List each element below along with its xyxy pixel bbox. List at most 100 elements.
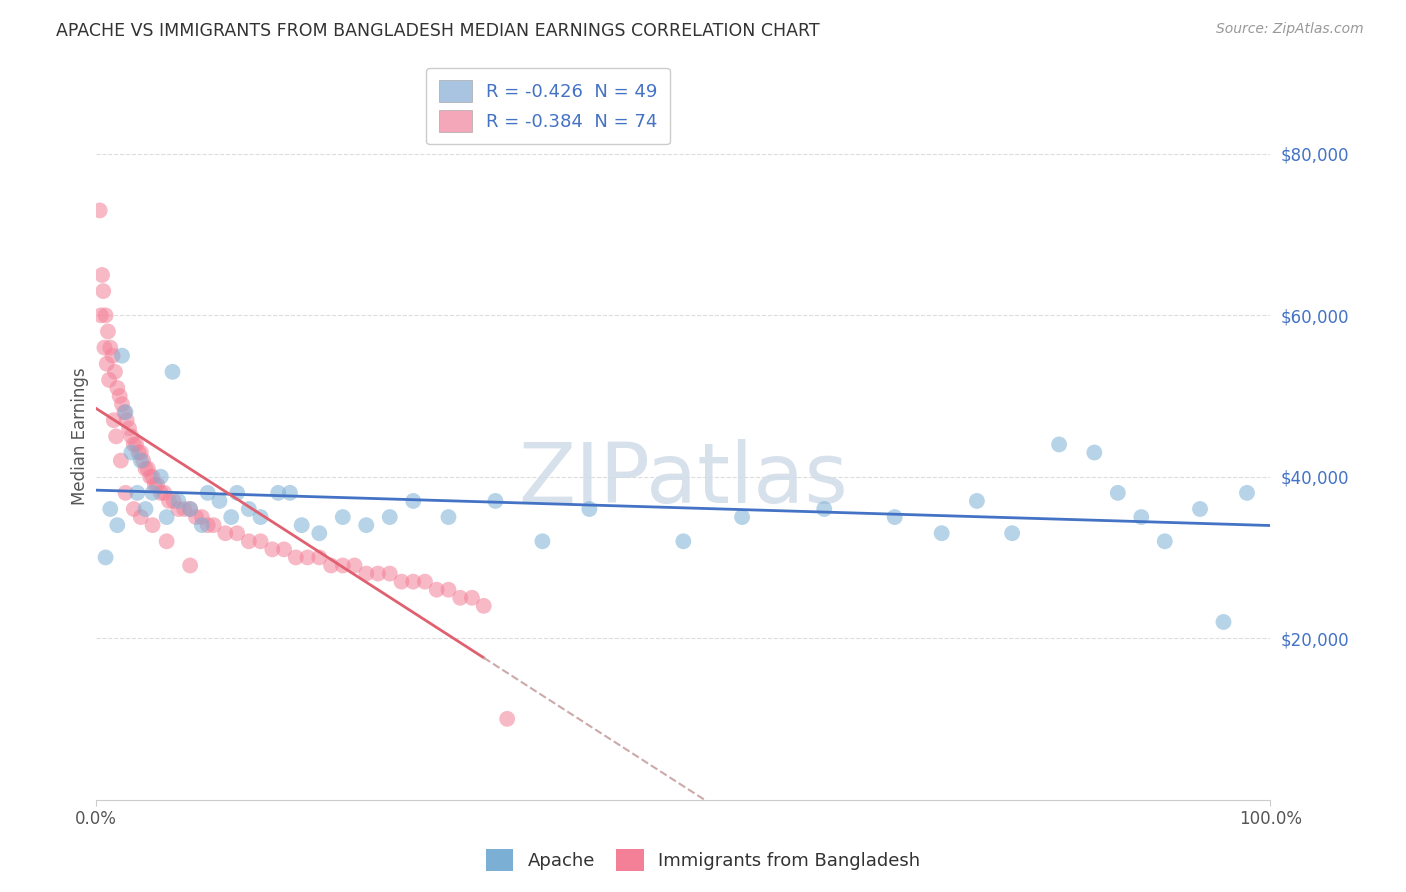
Point	[127, 486, 149, 500]
Point	[1212, 615, 1234, 629]
Point	[105, 429, 128, 443]
Point	[496, 712, 519, 726]
Point	[146, 477, 169, 491]
Point	[367, 566, 389, 581]
Point	[90, 309, 112, 323]
Text: APACHE VS IMMIGRANTS FROM BANGLADESH MEDIAN EARNINGS CORRELATION CHART: APACHE VS IMMIGRANTS FROM BANGLADESH MED…	[56, 22, 820, 40]
Point	[94, 309, 117, 323]
Point	[98, 502, 121, 516]
Legend: Apache, Immigrants from Bangladesh: Apache, Immigrants from Bangladesh	[478, 842, 928, 879]
Point	[114, 486, 136, 500]
Point	[238, 502, 260, 516]
Point	[426, 582, 449, 597]
Point	[191, 510, 214, 524]
Point	[93, 341, 115, 355]
Point	[125, 437, 148, 451]
Point	[132, 453, 155, 467]
Point	[931, 526, 953, 541]
Point	[197, 518, 219, 533]
Point	[278, 486, 301, 500]
Point	[94, 550, 117, 565]
Point	[197, 486, 219, 500]
Point	[103, 413, 125, 427]
Point	[378, 510, 401, 524]
Point	[413, 574, 436, 589]
Point	[89, 203, 111, 218]
Point	[91, 284, 114, 298]
Point	[104, 365, 127, 379]
Point	[1153, 534, 1175, 549]
Y-axis label: Median Earnings: Median Earnings	[72, 368, 89, 505]
Point	[273, 542, 295, 557]
Point	[1083, 445, 1105, 459]
Point	[136, 461, 159, 475]
Point	[484, 494, 506, 508]
Point	[167, 494, 190, 508]
Point	[249, 534, 271, 549]
Point	[96, 357, 118, 371]
Point	[883, 510, 905, 524]
Point	[1236, 486, 1258, 500]
Point	[214, 526, 236, 541]
Point	[249, 510, 271, 524]
Point	[1130, 510, 1153, 524]
Point	[129, 445, 152, 459]
Point	[356, 566, 378, 581]
Point	[122, 437, 145, 451]
Point	[308, 550, 330, 565]
Point	[813, 502, 835, 516]
Point	[118, 421, 141, 435]
Point	[1107, 486, 1129, 500]
Point	[101, 349, 124, 363]
Point	[114, 405, 136, 419]
Point	[731, 510, 754, 524]
Point	[226, 526, 249, 541]
Point	[143, 477, 166, 491]
Point	[156, 510, 179, 524]
Point	[111, 349, 134, 363]
Point	[127, 445, 149, 459]
Point	[141, 469, 163, 483]
Point	[1047, 437, 1070, 451]
Text: Source: ZipAtlas.com: Source: ZipAtlas.com	[1216, 22, 1364, 37]
Point	[98, 373, 121, 387]
Point	[966, 494, 988, 508]
Point	[391, 574, 413, 589]
Point	[219, 510, 242, 524]
Point	[402, 574, 425, 589]
Point	[291, 518, 314, 533]
Point	[129, 453, 152, 467]
Point	[91, 268, 114, 282]
Legend: R = -0.426  N = 49, R = -0.384  N = 74: R = -0.426 N = 49, R = -0.384 N = 74	[426, 68, 671, 145]
Point	[153, 486, 176, 500]
Point	[141, 486, 163, 500]
Point	[356, 518, 378, 533]
Point	[163, 494, 186, 508]
Point	[191, 518, 214, 533]
Point	[319, 558, 342, 573]
Point	[122, 502, 145, 516]
Point	[179, 502, 201, 516]
Point	[120, 445, 142, 459]
Point	[179, 502, 201, 516]
Point	[98, 341, 121, 355]
Text: ZIPatlas: ZIPatlas	[519, 440, 848, 520]
Point	[156, 534, 179, 549]
Point	[120, 429, 142, 443]
Point	[149, 486, 172, 500]
Point	[402, 494, 425, 508]
Point	[162, 365, 184, 379]
Point	[134, 461, 156, 475]
Point	[437, 510, 460, 524]
Point	[1188, 502, 1211, 516]
Point	[115, 413, 138, 427]
Point	[449, 591, 471, 605]
Point	[284, 550, 307, 565]
Point	[141, 518, 163, 533]
Point	[208, 494, 231, 508]
Point	[531, 534, 554, 549]
Point	[134, 502, 156, 516]
Point	[262, 542, 284, 557]
Point	[179, 558, 201, 573]
Point	[184, 510, 207, 524]
